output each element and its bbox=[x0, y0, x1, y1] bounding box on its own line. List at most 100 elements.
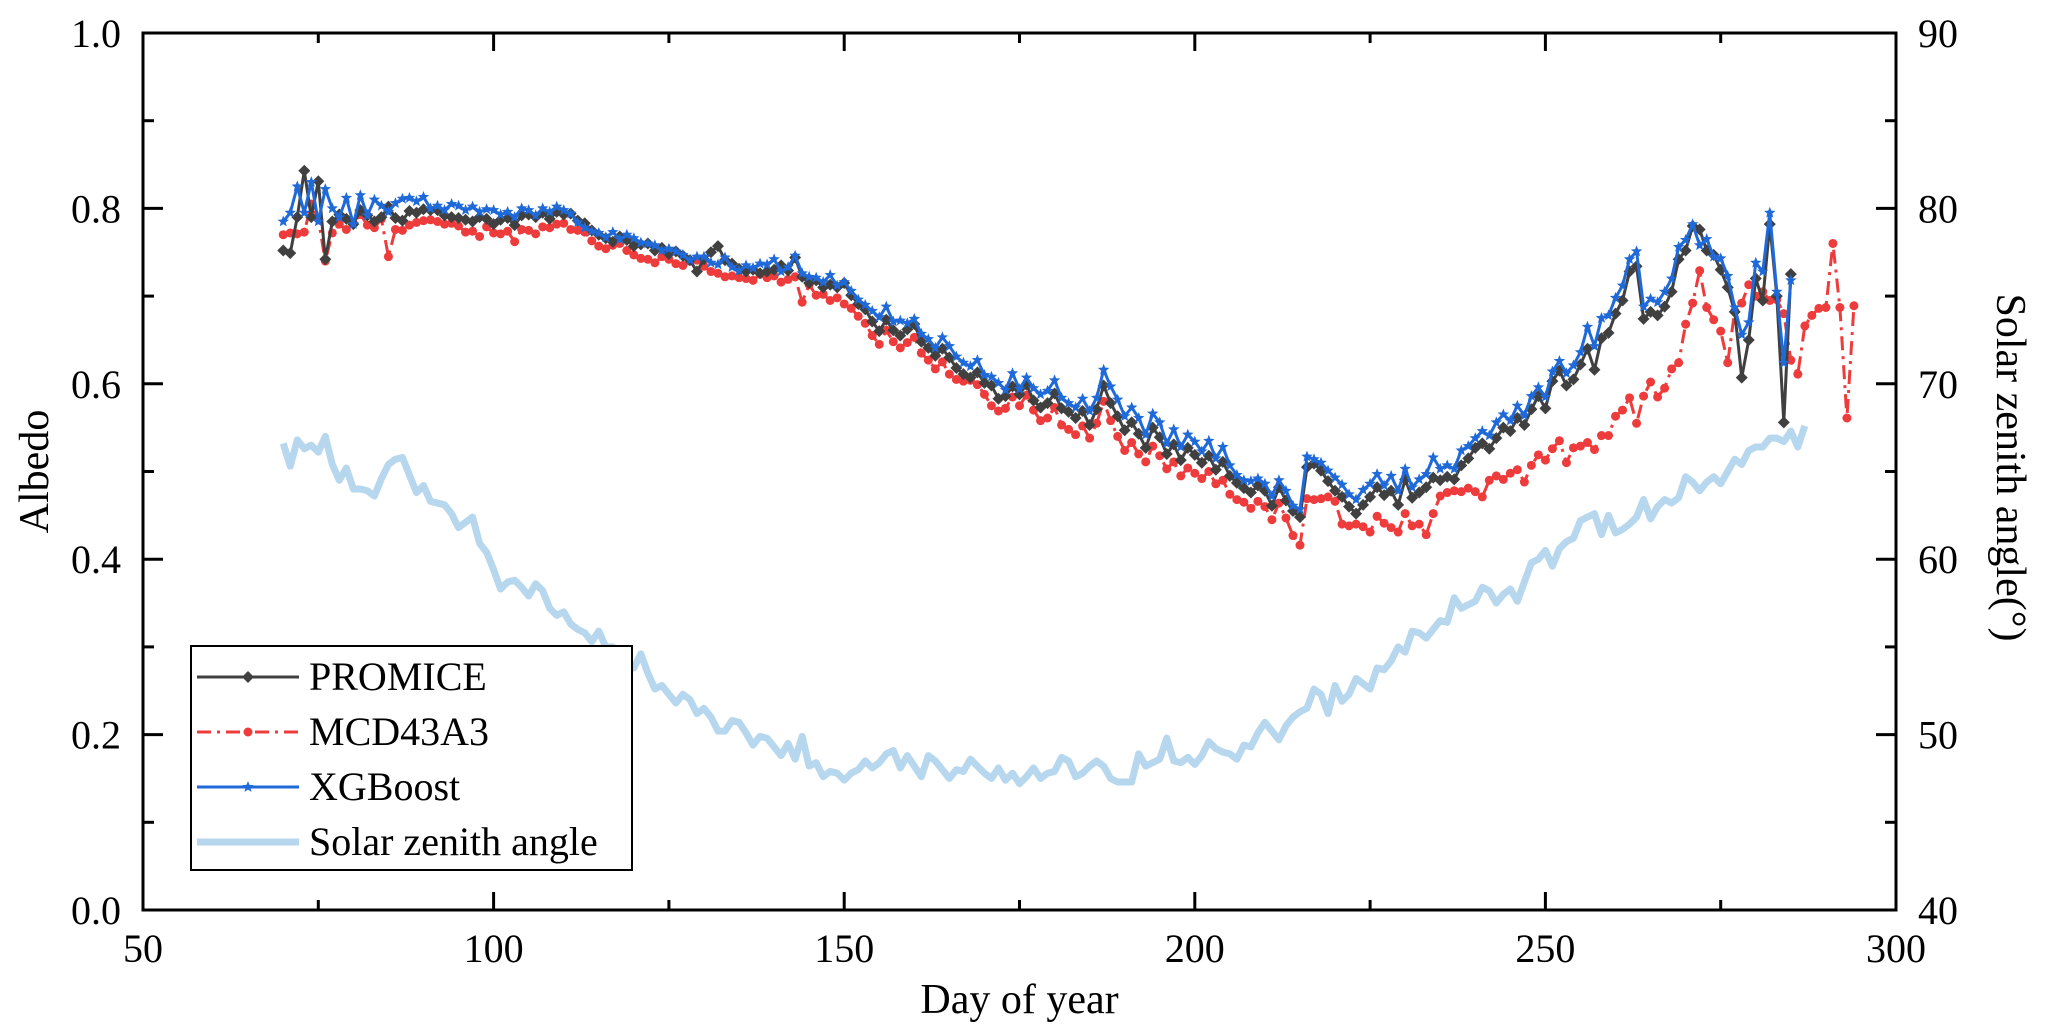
data-point bbox=[690, 265, 703, 278]
data-point bbox=[298, 206, 310, 218]
data-point bbox=[894, 329, 907, 342]
data-point bbox=[1385, 484, 1398, 497]
data-point bbox=[1111, 410, 1124, 423]
data-point bbox=[1358, 522, 1368, 532]
data-point bbox=[1518, 409, 1531, 421]
legend-items: PROMICE MCD43A3 XGBoost Solar zenith angle bbox=[197, 654, 598, 864]
data-point bbox=[1595, 312, 1608, 323]
data-point bbox=[1253, 496, 1263, 506]
data-point bbox=[1069, 412, 1082, 425]
data-point bbox=[600, 231, 612, 243]
data-point bbox=[1336, 490, 1349, 503]
data-point bbox=[1364, 477, 1376, 489]
legend-label: MCD43A3 bbox=[309, 709, 489, 754]
data-point bbox=[1062, 405, 1075, 418]
data-point bbox=[368, 193, 381, 205]
data-point bbox=[1071, 430, 1081, 440]
data-point bbox=[1147, 407, 1159, 419]
data-point bbox=[508, 211, 521, 223]
data-point bbox=[396, 192, 409, 204]
data-point bbox=[1604, 431, 1614, 441]
data-point bbox=[1078, 421, 1088, 431]
data-point bbox=[747, 262, 759, 273]
data-point bbox=[663, 242, 675, 254]
data-point bbox=[1386, 523, 1396, 533]
data-point bbox=[503, 226, 513, 236]
data-point bbox=[1104, 380, 1117, 392]
data-point bbox=[1197, 474, 1207, 484]
data-point bbox=[1006, 367, 1019, 379]
data-point bbox=[1463, 483, 1473, 493]
axes-layer: 50 100 150 200 250 300 0.00.20.40.60.81.0 405… bbox=[12, 11, 2033, 1023]
data-point bbox=[445, 211, 458, 224]
data-point bbox=[656, 244, 668, 256]
data-point bbox=[594, 241, 604, 251]
data-point bbox=[1756, 294, 1769, 307]
data-point bbox=[559, 218, 569, 228]
data-point bbox=[628, 232, 640, 244]
data-point bbox=[1350, 493, 1362, 505]
data-point bbox=[1442, 488, 1452, 498]
data-point bbox=[1406, 481, 1418, 493]
data-point bbox=[1118, 424, 1131, 437]
data-point bbox=[1344, 521, 1354, 531]
data-point bbox=[1519, 477, 1529, 487]
data-point bbox=[1036, 416, 1046, 426]
data-point bbox=[1393, 527, 1403, 537]
data-point bbox=[375, 199, 388, 211]
data-point bbox=[1660, 383, 1670, 393]
data-point bbox=[958, 376, 968, 386]
y-tick-label: 0.0 bbox=[71, 888, 121, 933]
data-point bbox=[1218, 475, 1228, 485]
data-point bbox=[487, 204, 500, 216]
data-point bbox=[1743, 316, 1755, 328]
data-point bbox=[881, 325, 891, 335]
data-point bbox=[811, 290, 821, 300]
data-point bbox=[601, 244, 611, 254]
data-point bbox=[1526, 460, 1536, 470]
data-point bbox=[880, 300, 892, 312]
data-point bbox=[874, 339, 884, 349]
y-tick-label: 0.8 bbox=[71, 186, 121, 231]
data-point bbox=[1511, 399, 1524, 411]
data-point bbox=[993, 406, 1003, 416]
data-point bbox=[1294, 503, 1306, 515]
data-point bbox=[1618, 405, 1628, 415]
data-point bbox=[1504, 414, 1517, 426]
data-point bbox=[1490, 432, 1503, 445]
data-point bbox=[418, 216, 428, 226]
data-point bbox=[1245, 475, 1257, 486]
data-point bbox=[1456, 487, 1466, 497]
data-point bbox=[727, 271, 737, 281]
data-point bbox=[1064, 424, 1074, 434]
data-point bbox=[1588, 363, 1601, 376]
data-point bbox=[783, 274, 793, 284]
data-point bbox=[1505, 468, 1515, 478]
data-point bbox=[740, 259, 752, 271]
data-point bbox=[1421, 530, 1431, 540]
data-point bbox=[1470, 487, 1480, 497]
data-point bbox=[1637, 300, 1650, 312]
data-point bbox=[1020, 371, 1033, 383]
data-point bbox=[1392, 498, 1405, 511]
data-point bbox=[298, 164, 311, 177]
data-point bbox=[1309, 495, 1319, 505]
data-point bbox=[1069, 401, 1082, 413]
data-point bbox=[1232, 495, 1242, 505]
data-point bbox=[803, 270, 815, 282]
data-point bbox=[1239, 497, 1249, 507]
data-point bbox=[650, 258, 660, 268]
legend-marker bbox=[242, 781, 254, 792]
data-point bbox=[1140, 428, 1152, 440]
data-point bbox=[1518, 419, 1531, 432]
data-point bbox=[1427, 451, 1439, 463]
data-point bbox=[538, 222, 548, 232]
data-point bbox=[1055, 391, 1068, 403]
data-point bbox=[622, 245, 632, 255]
data-point bbox=[1588, 340, 1601, 351]
data-point bbox=[383, 252, 393, 262]
data-point bbox=[1162, 464, 1172, 474]
data-point bbox=[1567, 373, 1580, 386]
y2-tick-label: 60 bbox=[1918, 537, 1958, 582]
data-point bbox=[1190, 468, 1200, 478]
